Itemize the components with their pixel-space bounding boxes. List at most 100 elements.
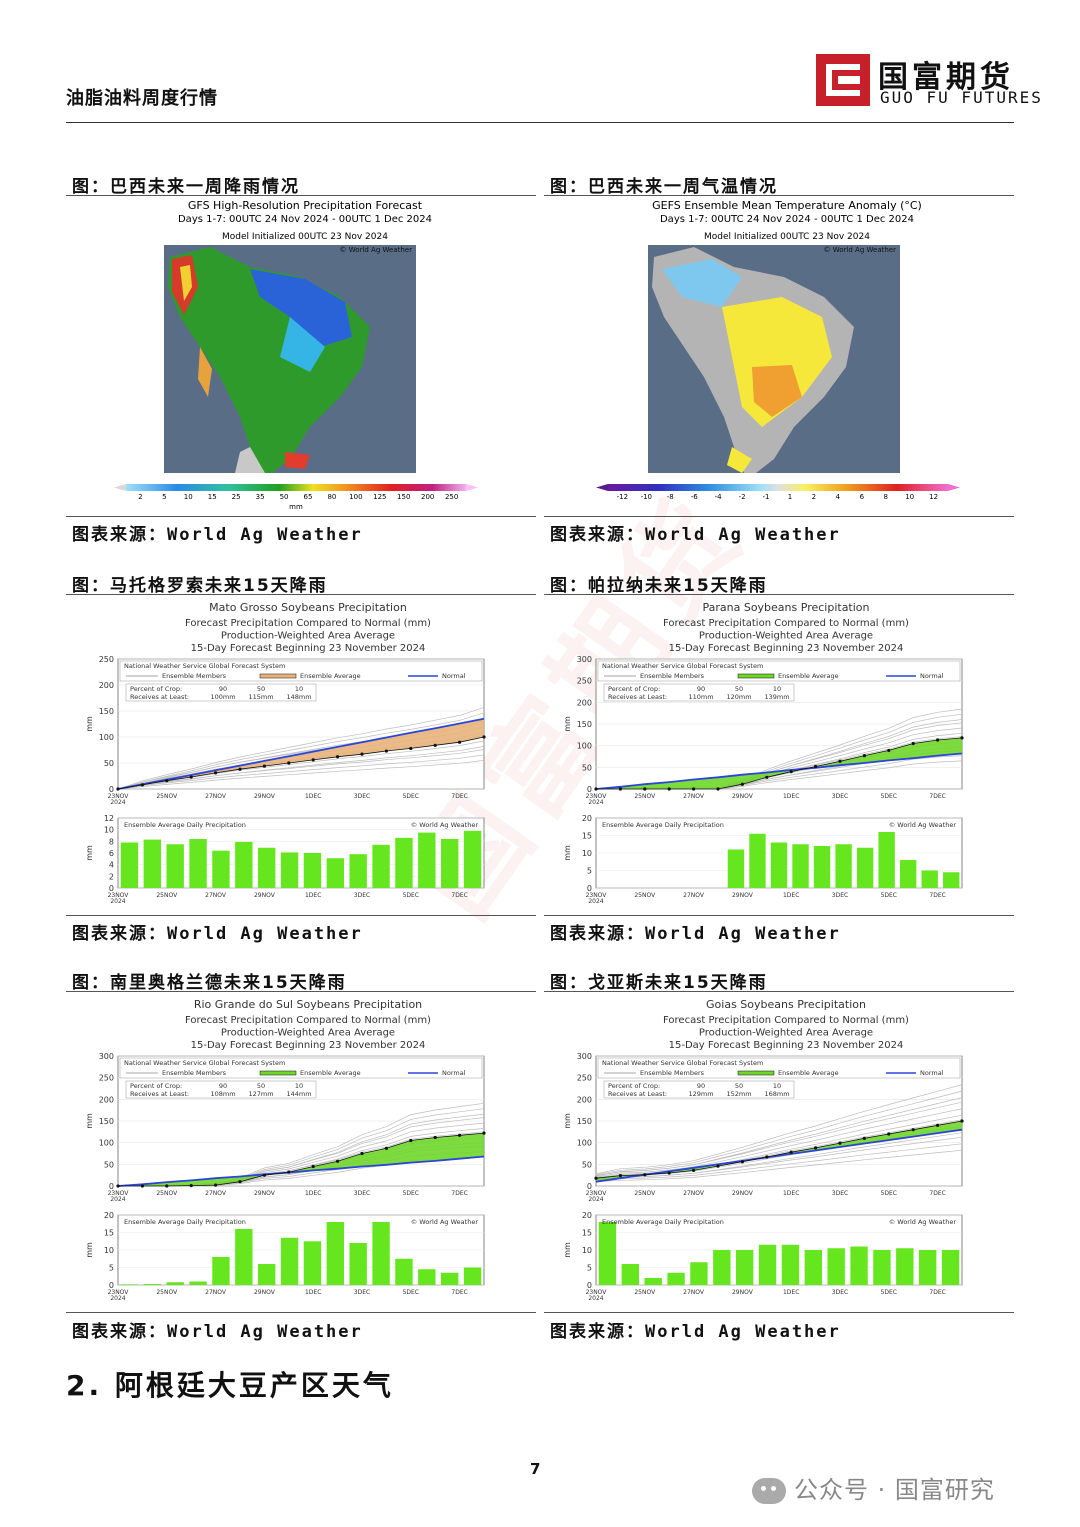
y-tick-label: 250 xyxy=(99,1074,114,1083)
receives-value: 120mm xyxy=(726,693,751,701)
daily-precip-bar xyxy=(440,839,459,888)
chart-subtitle: Forecast Precipitation Compared to Norma… xyxy=(663,1015,909,1026)
ensemble-average-point xyxy=(692,787,696,791)
chart-subtitle: Production-Weighted Area Average xyxy=(221,1028,395,1039)
chart-subtitle: 15-Day Forecast Beginning 23 November 20… xyxy=(669,1040,904,1051)
figure-title-4: 图：帕拉纳未来15天降雨 xyxy=(550,576,768,596)
anomaly-band xyxy=(118,1133,484,1186)
chart-title: Rio Grande do Sul Soybeans Precipitation xyxy=(194,998,422,1011)
y-tick-label: 100 xyxy=(99,1139,114,1148)
x-tick-label: 27NOV xyxy=(205,1190,227,1197)
daily-y-tick-label: 15 xyxy=(582,1229,592,1238)
x-tick-label: 1DEC xyxy=(783,1289,799,1296)
colorbar-tick-label: -12 xyxy=(617,493,628,501)
daily-precip-bar xyxy=(372,1222,390,1285)
colorbar-tick-label: -6 xyxy=(691,493,699,501)
x-tick-label: 27NOV xyxy=(683,892,705,899)
chart-subtitle: Forecast Precipitation Compared to Norma… xyxy=(185,618,431,629)
x-tick-label: 23NOV xyxy=(108,892,130,899)
receives-value: 139mm xyxy=(764,693,789,701)
ensemble-average-point xyxy=(409,746,413,751)
daily-precip-bar xyxy=(749,833,766,888)
page-number: 7 xyxy=(530,1460,541,1478)
ensemble-average-point xyxy=(789,770,793,774)
x-tick-label: 1DEC xyxy=(783,892,799,899)
x-tick-label: 7DEC xyxy=(451,1190,467,1197)
ensemble-average-point xyxy=(911,741,915,746)
y-tick-label: 50 xyxy=(104,1160,114,1169)
daily-y-tick-label: 20 xyxy=(582,1211,592,1220)
daily-precip-bar xyxy=(235,1229,253,1285)
daily-precip-bar xyxy=(873,1250,891,1285)
map-title: GFS High-Resolution Precipitation Foreca… xyxy=(188,199,423,212)
ensemble-member-line xyxy=(117,712,485,790)
header-divider xyxy=(66,122,1014,123)
daily-precip-bar xyxy=(813,846,831,888)
daily-copyright: © World Ag Weather xyxy=(889,1218,957,1226)
ensemble-average-point xyxy=(238,1180,242,1184)
legend-members: Ensemble Members xyxy=(640,672,705,680)
daily-y-tick-label: 20 xyxy=(104,1211,114,1220)
x-tick-label: 25NOV xyxy=(156,1190,178,1197)
legend-members: Ensemble Members xyxy=(640,1069,705,1077)
x-tick-label: 1DEC xyxy=(305,793,321,800)
x-tick-label: 1DEC xyxy=(783,1190,799,1197)
chart-title: Goias Soybeans Precipitation xyxy=(706,998,866,1011)
receives-value: 129mm xyxy=(688,1090,713,1098)
daily-precip-bar xyxy=(943,872,960,888)
colorbar-tick-label: -4 xyxy=(715,493,723,501)
x-tick-label: 23NOV xyxy=(108,1190,130,1197)
logo-text-en: GUO FU FUTURES xyxy=(880,88,1043,107)
daily-precip-bar xyxy=(758,1244,777,1285)
ensemble-average-point xyxy=(116,787,120,791)
x-tick-label: 23NOV xyxy=(586,892,608,899)
colorbar-tick-label: 150 xyxy=(397,493,410,501)
anomaly-band xyxy=(596,737,962,789)
y-axis-label: mm xyxy=(85,716,94,732)
chart-legend: National Weather Service Global Forecast… xyxy=(597,660,961,702)
daily-precip-bar xyxy=(644,1278,662,1285)
daily-y-tick-label: 0 xyxy=(109,1281,114,1290)
ensemble-average-point xyxy=(716,787,720,791)
x-tick-label: 27NOV xyxy=(683,1190,705,1197)
figure-title-5: 图：南里奥格兰德未来15天降雨 xyxy=(72,973,347,993)
x-tick-label: 23NOV xyxy=(108,1289,130,1296)
chart-legend: National Weather Service Global Forecast… xyxy=(597,1057,961,1099)
chart-title: Mato Grosso Soybeans Precipitation xyxy=(209,601,407,614)
x-tick-label: 5DEC xyxy=(881,892,897,899)
ensemble-average-point xyxy=(862,754,866,758)
daily-precip-bar xyxy=(212,850,230,888)
receives-value: 100mm xyxy=(210,693,235,701)
daily-precip-bar xyxy=(878,832,895,888)
daily-precip-bar xyxy=(280,852,299,888)
percent-value: 50 xyxy=(735,685,743,693)
percent-value: 90 xyxy=(697,1082,705,1090)
daily-copyright: © World Ag Weather xyxy=(889,821,957,829)
chart-subtitle: Production-Weighted Area Average xyxy=(699,1028,873,1039)
ensemble-average-point xyxy=(862,1136,866,1140)
daily-precip-bar xyxy=(727,849,745,888)
daily-y-tick-label: 20 xyxy=(582,814,592,823)
receives-label: Receives at Least: xyxy=(608,1090,667,1098)
receives-label: Receives at Least: xyxy=(130,1090,189,1098)
ensemble-average-line xyxy=(117,736,485,790)
figure-rule xyxy=(66,516,536,517)
colorbar-tick-label: 8 xyxy=(884,493,888,501)
ensemble-average-point xyxy=(238,767,242,771)
colorbar-tick-label: 65 xyxy=(304,493,313,501)
x-tick-label: 27NOV xyxy=(205,892,227,899)
legend-average: Ensemble Average xyxy=(778,1069,839,1077)
daily-precip-bar xyxy=(804,1250,823,1285)
daily-precip-bar xyxy=(713,1250,731,1285)
figure-rule xyxy=(66,1312,536,1313)
ensemble-average-point xyxy=(336,1159,340,1163)
daily-precip-bar xyxy=(418,1269,436,1285)
x-tick-label: 23NOV xyxy=(586,793,608,800)
x-tick-label: 7DEC xyxy=(929,1289,945,1296)
daily-y-tick-label: 10 xyxy=(104,826,114,835)
x-tick-label: 3DEC xyxy=(354,1190,370,1197)
daily-precip-bar xyxy=(326,858,345,888)
receives-value: 110mm xyxy=(688,693,713,701)
ensemble-average-point xyxy=(838,759,842,763)
daily-precip-bar xyxy=(850,1246,868,1285)
